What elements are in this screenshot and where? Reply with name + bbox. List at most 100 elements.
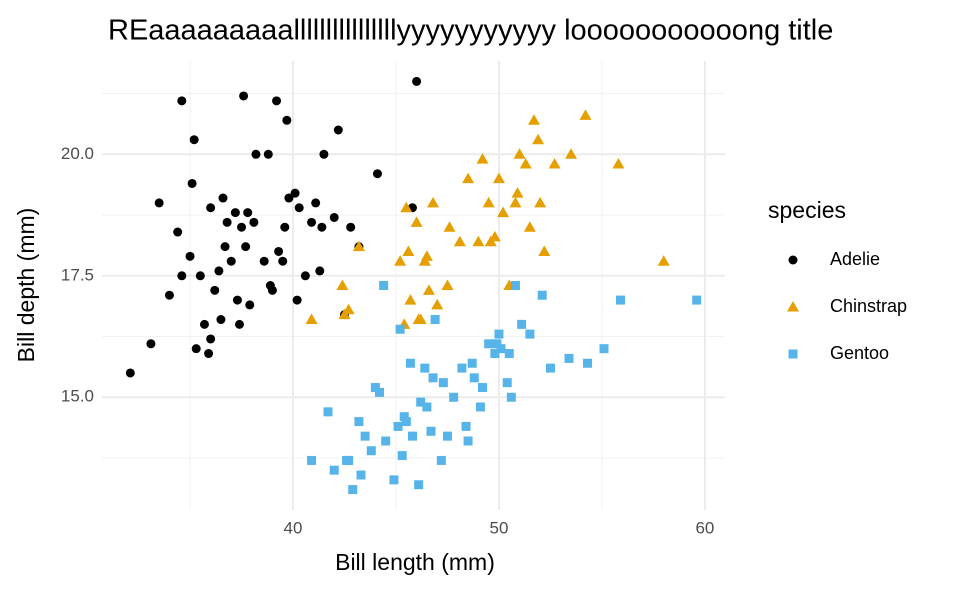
point — [311, 198, 321, 208]
point — [272, 96, 282, 106]
point — [356, 470, 366, 480]
point — [381, 436, 391, 446]
point — [336, 279, 349, 290]
legend-marker — [788, 349, 798, 359]
point — [204, 349, 214, 359]
point — [360, 431, 370, 441]
point — [475, 402, 485, 412]
point — [249, 217, 259, 227]
point — [579, 109, 592, 120]
point — [366, 446, 376, 456]
point — [399, 412, 409, 422]
y-tick-label: 17.5 — [61, 265, 94, 284]
legend-label: Chinstrap — [830, 296, 907, 316]
point — [333, 125, 343, 135]
point — [218, 193, 228, 203]
point — [502, 378, 512, 388]
point — [294, 203, 304, 213]
point — [177, 96, 187, 106]
point — [461, 421, 471, 431]
point — [477, 383, 487, 393]
point — [226, 256, 236, 266]
point — [517, 319, 527, 329]
point — [237, 222, 247, 232]
point — [412, 76, 422, 86]
point — [565, 148, 578, 159]
point — [393, 421, 403, 431]
point — [527, 114, 540, 125]
point — [436, 455, 446, 465]
point — [407, 431, 417, 441]
point — [191, 344, 201, 354]
point — [431, 298, 444, 310]
point — [441, 279, 454, 290]
point — [525, 329, 535, 339]
point — [438, 378, 448, 388]
point — [405, 358, 415, 368]
point — [449, 392, 459, 402]
point — [346, 222, 356, 232]
point — [402, 245, 415, 256]
point — [443, 221, 456, 232]
point — [692, 295, 702, 305]
point — [323, 407, 333, 417]
point — [216, 315, 226, 325]
point — [492, 339, 502, 349]
point — [239, 91, 249, 101]
point — [400, 201, 413, 213]
point — [125, 368, 135, 378]
point — [214, 266, 224, 276]
point — [290, 188, 300, 198]
legend-label: Gentoo — [830, 343, 889, 363]
point — [232, 295, 242, 305]
point — [234, 319, 244, 329]
point — [199, 319, 209, 329]
point — [307, 455, 317, 465]
point — [206, 334, 216, 344]
point — [245, 300, 255, 310]
legend-label: Adelie — [830, 249, 880, 269]
point — [397, 451, 407, 461]
point — [259, 256, 269, 266]
point — [497, 206, 510, 218]
point — [220, 242, 230, 252]
point — [410, 216, 423, 227]
y-tick-label: 15.0 — [61, 387, 94, 406]
point — [612, 158, 625, 169]
point — [509, 196, 522, 208]
point — [342, 303, 355, 315]
point — [615, 295, 625, 305]
point — [532, 133, 545, 145]
point — [510, 281, 520, 290]
point — [506, 392, 516, 402]
point — [348, 485, 358, 495]
point — [278, 256, 288, 266]
point — [164, 290, 174, 300]
point — [511, 187, 524, 198]
point — [195, 271, 205, 281]
point — [657, 255, 670, 266]
y-axis-label: Bill depth (mm) — [13, 208, 39, 363]
x-tick-label: 40 — [284, 518, 303, 537]
point — [173, 227, 183, 237]
point — [274, 246, 284, 256]
point — [420, 250, 433, 261]
point — [206, 203, 216, 213]
point — [457, 363, 467, 373]
point — [352, 240, 365, 252]
point — [519, 158, 532, 169]
point — [523, 221, 536, 232]
point — [548, 158, 561, 169]
point — [545, 363, 555, 373]
point — [463, 436, 473, 446]
point — [280, 222, 290, 232]
y-tick-label: 20.0 — [61, 144, 94, 163]
point — [442, 431, 452, 441]
point — [154, 198, 164, 208]
point — [251, 149, 261, 159]
point — [305, 313, 318, 325]
point — [265, 281, 275, 290]
point — [394, 255, 407, 266]
point — [469, 373, 479, 383]
